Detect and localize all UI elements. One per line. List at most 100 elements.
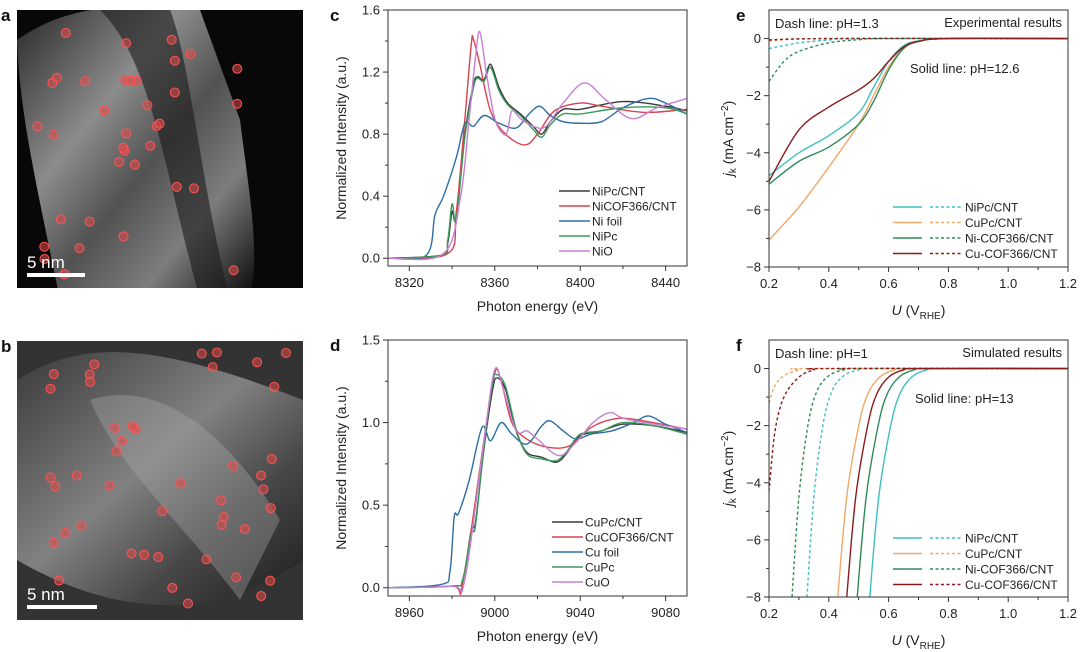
legend-item: CuPc/CNT bbox=[893, 216, 1023, 230]
atom-marker bbox=[39, 241, 50, 252]
atom-marker bbox=[45, 383, 56, 394]
series-line-cu-cof366-cnt bbox=[846, 367, 1068, 597]
atom-marker bbox=[126, 548, 137, 559]
panel-label-f: f bbox=[736, 336, 742, 355]
atom-marker bbox=[39, 253, 50, 264]
atom-marker bbox=[211, 347, 222, 358]
atom-marker bbox=[171, 181, 182, 192]
series-line-cu-cof366-cnt-dashed bbox=[769, 37, 1068, 41]
y-tick-label: 0.8 bbox=[362, 127, 380, 142]
y-tick-label: −2 bbox=[746, 88, 761, 103]
legend-label: Cu-COF366/CNT bbox=[965, 247, 1058, 261]
atom-marker bbox=[231, 572, 242, 583]
y-tick-label: −4 bbox=[746, 475, 761, 490]
annotation-dash-line: Dash line: pH=1.3 bbox=[775, 16, 879, 31]
y-axis-label: Normalized Intensity (a.u.) bbox=[333, 56, 349, 219]
atom-marker bbox=[48, 537, 59, 548]
annotation-title: Simulated results bbox=[962, 345, 1062, 360]
x-label-unit: (V bbox=[902, 302, 921, 318]
x-label-symbol: U bbox=[892, 632, 903, 648]
atom-marker bbox=[228, 265, 239, 276]
x-tick-label: 1.2 bbox=[1059, 276, 1077, 291]
atom-marker bbox=[76, 520, 87, 531]
atom-marker bbox=[153, 552, 164, 563]
y-axis-label: jk (mA cm−2) bbox=[720, 101, 739, 179]
legend-item: Cu-COF366/CNT bbox=[893, 578, 1058, 592]
chart-f: 0.2 0.4 0.6 0.8 1.0 1.2−8−6−4−20U (VRHE)jk (m… bbox=[720, 339, 1077, 652]
x-tick-label: 8400 bbox=[566, 275, 595, 290]
y-tick-label: 1.0 bbox=[362, 415, 380, 430]
x-tick-label: 8360 bbox=[480, 275, 509, 290]
legend-item: NiO bbox=[559, 245, 613, 259]
x-axis-label: Photon energy (eV) bbox=[477, 298, 598, 314]
legend-label: NiPc bbox=[592, 230, 617, 244]
x-axis-label: Photon energy (eV) bbox=[477, 628, 598, 644]
x-tick-label: 0.8 bbox=[939, 606, 957, 621]
atom-marker bbox=[196, 348, 207, 359]
atom-marker bbox=[232, 63, 243, 74]
atom-marker bbox=[116, 436, 127, 447]
x-tick-label: 9000 bbox=[480, 605, 509, 620]
atom-marker bbox=[145, 140, 156, 151]
y-tick-label: 0 bbox=[754, 361, 761, 376]
atom-marker bbox=[216, 519, 227, 530]
atom-marker bbox=[228, 460, 239, 471]
atom-marker bbox=[216, 495, 227, 506]
atom-marker bbox=[104, 480, 115, 491]
atom-marker bbox=[84, 216, 95, 227]
atom-marker bbox=[239, 524, 250, 535]
y-label-symbol: j bbox=[720, 172, 736, 178]
panel-a-micrograph: 5 nm bbox=[17, 10, 303, 288]
y-tick-label: 1.6 bbox=[362, 3, 380, 18]
atom-marker bbox=[207, 362, 218, 373]
y-tick-label: 1.2 bbox=[362, 65, 380, 80]
plot-frame bbox=[768, 339, 1069, 598]
atom-marker bbox=[51, 72, 62, 83]
series-group bbox=[769, 37, 1068, 241]
atom-marker bbox=[121, 38, 132, 49]
legend-item: CuPc/CNT bbox=[552, 516, 643, 530]
y-tick-label: −6 bbox=[746, 532, 761, 547]
legend-label: NiO bbox=[592, 245, 613, 259]
atom-marker bbox=[167, 582, 178, 593]
atom-marker bbox=[48, 369, 59, 380]
annotation-solid-line: Solid line: pH=12.6 bbox=[910, 61, 1020, 76]
y-axis-label: Normalized Intensity (a.u.) bbox=[333, 386, 349, 549]
charts: 8320 8360 8400 8440 0.0 0.4 0.8 1.2 1.6 Photon en… bbox=[333, 3, 1077, 652]
atom-marker bbox=[110, 422, 121, 433]
x-tick-label: 0.2 bbox=[760, 606, 778, 621]
legend-item: NiCOF366/CNT bbox=[559, 200, 677, 214]
y-label-close: ) bbox=[720, 101, 736, 106]
atom-marker bbox=[265, 503, 276, 514]
legend-label: CuO bbox=[585, 576, 610, 590]
legend-label: NiPc/CNT bbox=[592, 185, 646, 199]
scale-bar bbox=[27, 605, 97, 609]
series-line-nipc bbox=[388, 66, 687, 259]
legend-label: Cu foil bbox=[585, 546, 619, 560]
atom-marker bbox=[118, 142, 129, 153]
x-label-unit: (V bbox=[902, 632, 921, 648]
atom-marker bbox=[111, 446, 122, 457]
series-line-cupc-cnt bbox=[388, 377, 687, 589]
atom-marker bbox=[127, 421, 138, 432]
x-tick-label: 0.6 bbox=[880, 606, 898, 621]
atom-marker bbox=[85, 376, 96, 387]
atom-marker bbox=[89, 359, 100, 370]
atom-marker bbox=[154, 118, 165, 129]
x-label-symbol: U bbox=[892, 302, 903, 318]
atom-marker bbox=[157, 506, 168, 517]
y-tick-label: 0.0 bbox=[362, 580, 380, 595]
series-line-nipc-cnt bbox=[769, 37, 1068, 177]
legend-item: CuCOF366/CNT bbox=[552, 531, 674, 545]
legend-label: NiPc/CNT bbox=[965, 532, 1019, 546]
atom-marker bbox=[175, 478, 186, 489]
atom-marker bbox=[182, 598, 193, 609]
y-tick-label: −8 bbox=[746, 590, 761, 605]
y-tick-label: 0.5 bbox=[362, 498, 380, 513]
x-tick-label: 1.0 bbox=[999, 606, 1017, 621]
y-axis-label: jk (mA cm−2) bbox=[720, 431, 739, 509]
x-label-subscript: RHE bbox=[920, 641, 941, 652]
